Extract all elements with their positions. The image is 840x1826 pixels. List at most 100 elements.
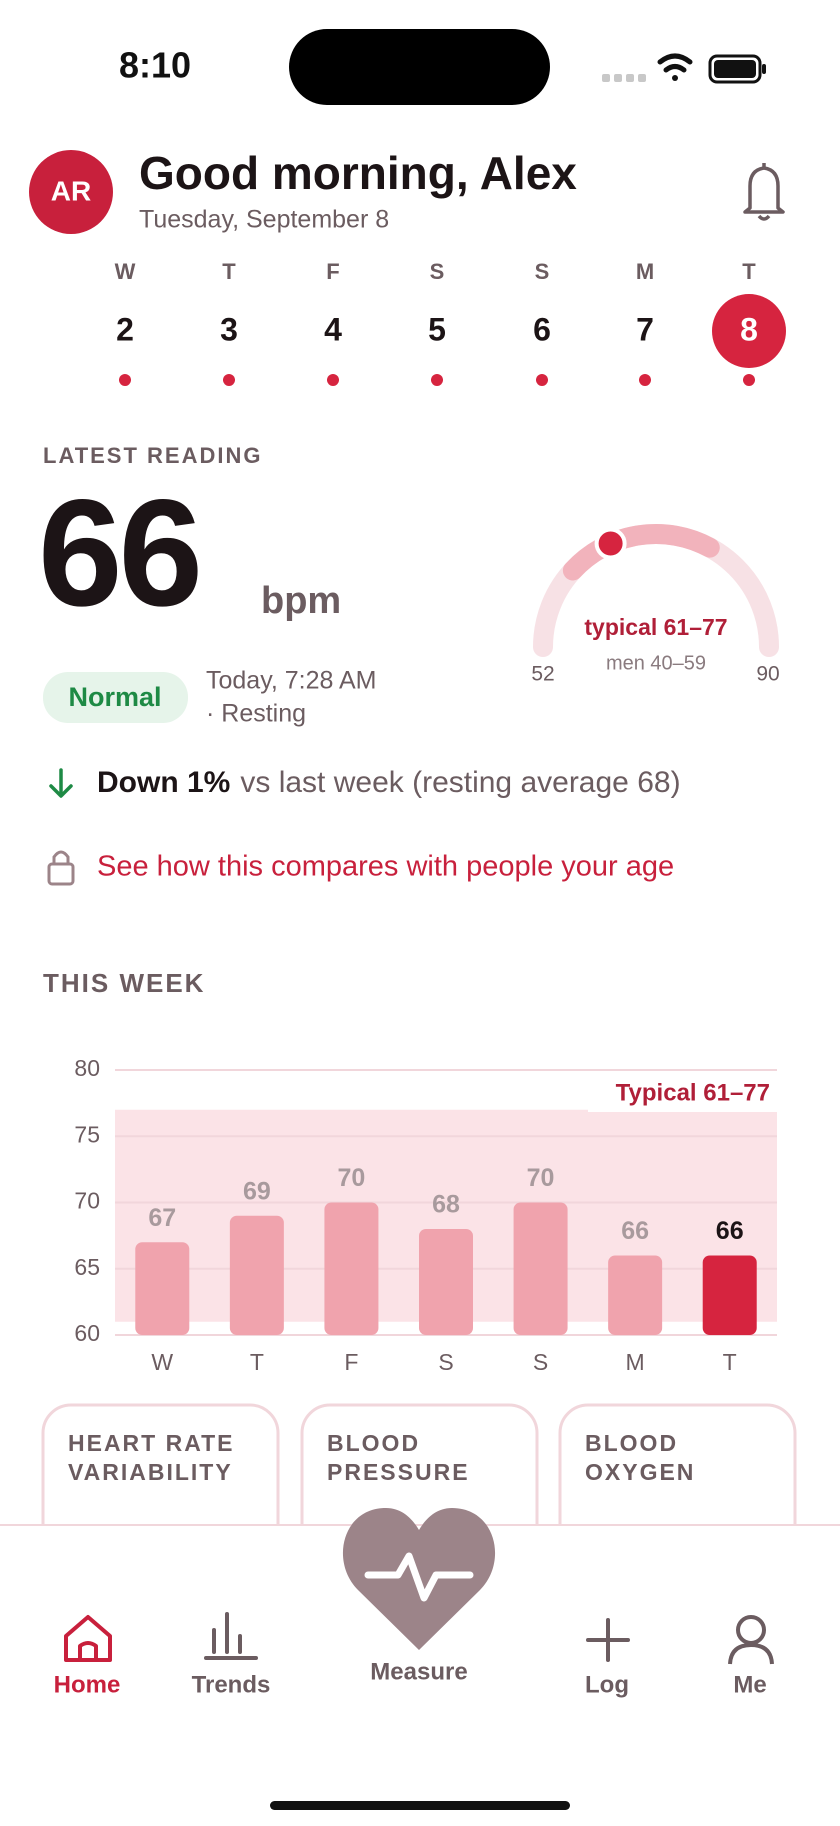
value-label: 70: [527, 1164, 555, 1192]
tab-label[interactable]: Measure: [370, 1658, 467, 1685]
day-letter: W: [115, 259, 136, 284]
gauge-reference-label: men 40–59: [606, 652, 706, 674]
day-letter: T: [742, 259, 756, 284]
x-tick-label: S: [533, 1349, 548, 1375]
gauge-min: 52: [531, 663, 554, 686]
avatar[interactable]: [29, 150, 113, 234]
reading-dot: [431, 374, 443, 386]
gauge-typical: [562, 524, 720, 581]
gauge-max: 90: [756, 663, 779, 686]
change-row: Down 1% vs last week (resting average 68): [97, 766, 681, 799]
y-tick-label: 65: [74, 1254, 100, 1280]
day-letter: F: [326, 259, 339, 284]
value-label: 69: [243, 1177, 271, 1205]
gauge-marker: [594, 527, 627, 560]
day-letter: S: [535, 259, 550, 284]
band-label: Typical 61–77: [616, 1079, 770, 1106]
reading-time: Today, 7:28 AM: [206, 667, 376, 695]
day-date[interactable]: 4: [324, 311, 342, 347]
y-tick-label: 80: [74, 1055, 100, 1081]
day-date[interactable]: 7: [636, 311, 654, 347]
bar: [135, 1242, 190, 1335]
log-icon[interactable]: [586, 1618, 630, 1662]
selected-day: [712, 294, 786, 368]
bar: [702, 1255, 757, 1335]
tab-label[interactable]: Home: [54, 1671, 121, 1698]
reading-dot: [639, 374, 651, 386]
tab-labels: Home Trends Measure Log Me: [54, 1658, 767, 1698]
value-label: 66: [716, 1217, 744, 1245]
status-time: 8:10: [119, 45, 191, 86]
value-label: 70: [338, 1164, 366, 1192]
x-tick-label: T: [250, 1349, 264, 1375]
ecg-line: [364, 1552, 474, 1602]
battery: [708, 54, 766, 84]
y-tick-label: 60: [74, 1320, 100, 1346]
value-label: 66: [621, 1217, 649, 1245]
value-label: 68: [432, 1191, 460, 1219]
day-date[interactable]: 8: [740, 311, 758, 347]
day-letter: S: [430, 259, 445, 284]
gauge-typical-label: typical 61–77: [584, 614, 727, 640]
tab-label[interactable]: Me: [733, 1671, 766, 1698]
header-date: Tuesday, September 8: [139, 206, 389, 234]
card-title: HEART RATE: [68, 1430, 235, 1456]
compare-link[interactable]: See how this compares with people your a…: [97, 851, 674, 883]
day-letter: T: [222, 259, 236, 284]
reading-dot: [536, 374, 548, 386]
reading-value: 66: [38, 468, 199, 638]
day-letter: M: [636, 259, 654, 284]
change: Down 1%: [97, 766, 230, 799]
home-indicator: [270, 1801, 570, 1810]
me-icon[interactable]: [728, 1615, 774, 1665]
reading-dot: [119, 374, 131, 386]
y-tick-label: 75: [74, 1121, 100, 1147]
x-tick-label: F: [344, 1349, 358, 1375]
y-tick-label: 70: [74, 1188, 100, 1214]
tab-label[interactable]: Log: [585, 1671, 629, 1698]
section-heading: LATEST READING: [43, 443, 262, 468]
signal: [602, 74, 646, 82]
day-date[interactable]: 2: [116, 311, 134, 347]
reading-dot: [327, 374, 339, 386]
reading-dot: [223, 374, 235, 386]
card-title: OXYGEN: [585, 1459, 695, 1485]
avatar-initials: AR: [51, 175, 91, 206]
weekly-chart: 60 65 70 75 80 Typical 61–77 W 67 T 69 F 70 S 68 S 70 M 6…: [74, 1055, 777, 1375]
section-heading: THIS WEEK: [43, 968, 205, 998]
bar: [608, 1255, 663, 1335]
lock-icon: [47, 850, 75, 886]
card-title: VARIABILITY: [68, 1459, 233, 1485]
card-title: BLOOD: [585, 1430, 678, 1456]
band-label-bg: [588, 1076, 777, 1112]
x-tick-label: W: [151, 1349, 173, 1375]
bar: [324, 1202, 379, 1335]
down-arrow: [49, 768, 73, 798]
tab-label[interactable]: Trends: [192, 1671, 271, 1698]
reading-unit: bpm: [261, 580, 341, 622]
home-icon[interactable]: [64, 1615, 112, 1662]
week-strip: W 2 T 3 F 4 S 5 S 6 M 7 T 8: [115, 259, 786, 386]
x-tick-label: M: [626, 1349, 645, 1375]
day-date[interactable]: 6: [533, 311, 551, 347]
card-title: PRESSURE: [327, 1459, 470, 1485]
bar: [229, 1215, 284, 1335]
dynamic-island: [289, 29, 550, 105]
status-pill: [43, 672, 188, 723]
bell-icon[interactable]: [743, 163, 785, 221]
bar: [419, 1229, 473, 1335]
bar: [513, 1202, 568, 1335]
status-text: Normal: [68, 682, 161, 712]
card-title: BLOOD: [327, 1430, 420, 1456]
gauge: 52 90 typical 61–77 men 40–59: [531, 524, 780, 686]
trends-icon[interactable]: [204, 1612, 258, 1660]
day-date[interactable]: 5: [428, 311, 446, 347]
reading-context: · Resting: [206, 700, 306, 728]
x-tick-label: T: [723, 1349, 737, 1375]
value-label: 67: [148, 1204, 176, 1232]
day-date[interactable]: 3: [220, 311, 238, 347]
x-tick-label: S: [438, 1349, 453, 1375]
